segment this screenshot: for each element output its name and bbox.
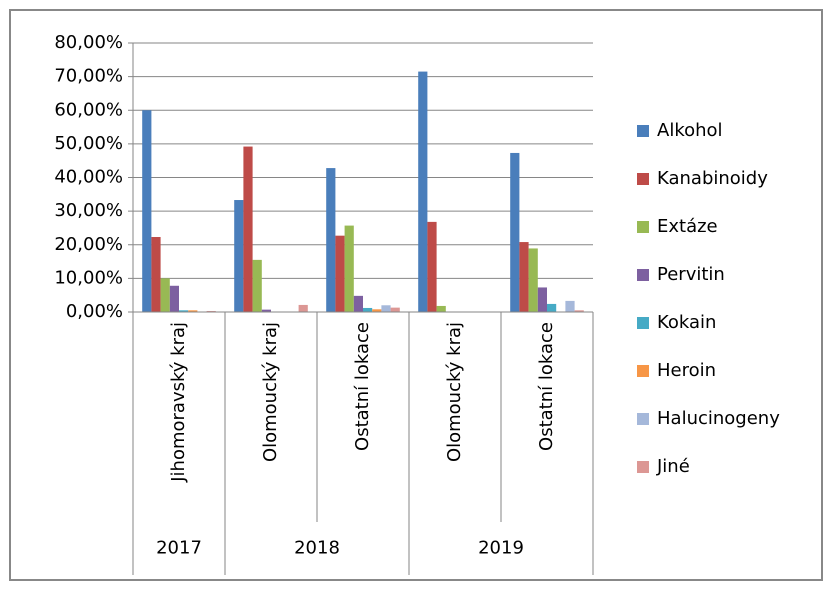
bar: [381, 305, 391, 312]
y-tick-label: 10,00%: [54, 267, 123, 288]
legend-label: Extáze: [657, 216, 718, 237]
bar: [528, 248, 538, 312]
bar: [565, 300, 575, 312]
y-tick-label: 0,00%: [66, 301, 123, 322]
x-tick-label: Olomoucký kraj: [444, 322, 465, 462]
y-tick-label: 80,00%: [54, 32, 123, 53]
legend-label: Halucinogeny: [657, 408, 780, 429]
bar: [390, 307, 400, 312]
legend-label: Kokain: [657, 312, 716, 333]
bar: [243, 146, 253, 312]
y-tick-label: 70,00%: [54, 66, 123, 87]
legend-swatch: [637, 125, 649, 137]
bar: [261, 309, 271, 312]
legend-swatch: [637, 221, 649, 233]
y-tick-label: 40,00%: [54, 167, 123, 188]
bar: [142, 110, 152, 312]
bar: [169, 285, 179, 312]
legend-label: Jiné: [656, 456, 690, 477]
bar: [179, 310, 189, 312]
x-tick-label: Jihomoravský kraj: [168, 322, 189, 483]
x-tick-label: Olomoucký kraj: [260, 322, 281, 462]
group-label: 2017: [156, 538, 202, 559]
bar: [234, 200, 244, 312]
bar: [372, 309, 382, 312]
bar: [537, 287, 547, 312]
legend-swatch: [637, 317, 649, 329]
legend-swatch: [637, 413, 649, 425]
bar: [363, 307, 373, 312]
y-tick-label: 20,00%: [54, 234, 123, 255]
legend-swatch: [637, 269, 649, 281]
bar: [188, 310, 198, 312]
bar: [335, 235, 345, 312]
bar: [436, 305, 446, 312]
bar: [418, 71, 428, 312]
legend-label: Pervitin: [657, 264, 725, 285]
bar: [344, 225, 354, 312]
y-tick-label: 50,00%: [54, 133, 123, 154]
group-label: 2019: [478, 538, 524, 559]
bar: [547, 303, 557, 312]
bar: [252, 259, 262, 312]
legend-swatch: [637, 461, 649, 473]
x-tick-label: Ostatní lokace: [352, 322, 373, 451]
bar: [160, 278, 170, 312]
legend-swatch: [637, 365, 649, 377]
frame: [9, 9, 823, 581]
x-tick-label: Ostatní lokace: [536, 322, 557, 451]
bar: [353, 295, 363, 312]
bar: [574, 310, 584, 312]
bar: [326, 168, 336, 312]
y-tick-label: 30,00%: [54, 200, 123, 221]
bar: [151, 237, 161, 312]
legend-label: Alkohol: [657, 120, 723, 141]
bar: [519, 242, 529, 312]
bar: [206, 310, 216, 312]
group-label: 2018: [294, 538, 340, 559]
legend-label: Kanabinoidy: [657, 168, 768, 189]
bar: [298, 304, 308, 312]
legend-label: Heroin: [657, 360, 716, 381]
bar: [427, 221, 437, 312]
bar: [510, 152, 520, 312]
legend-swatch: [637, 173, 649, 185]
y-tick-label: 60,00%: [54, 99, 123, 120]
